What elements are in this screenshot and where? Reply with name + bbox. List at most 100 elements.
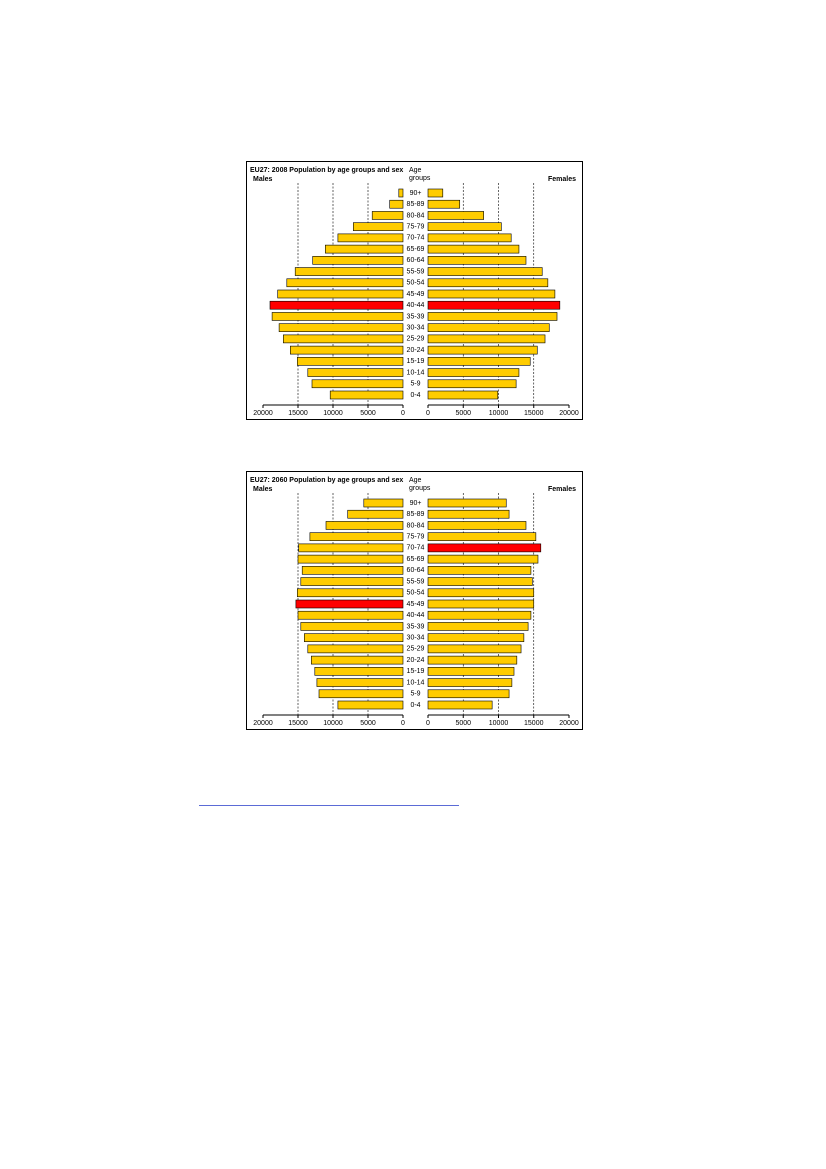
category-label: 35-39 (407, 623, 425, 630)
bar-female (427, 379, 517, 389)
bar-male (301, 566, 404, 575)
category-label: 5-9 (410, 691, 420, 698)
category-label: 20-24 (407, 657, 425, 664)
bar-male (289, 345, 404, 355)
category-label: 5-9 (410, 381, 420, 388)
bar-female (427, 345, 538, 355)
legend-males: Males (253, 176, 273, 183)
bar-female (427, 566, 532, 575)
bar-male (271, 312, 404, 321)
bar-male (398, 188, 404, 198)
category-label: 70-74 (407, 545, 425, 552)
legend-females: Females (548, 486, 576, 493)
bar-female (427, 667, 515, 676)
bar-male (277, 289, 404, 299)
x-tick-label: 10000 (489, 410, 509, 417)
x-tick-label: 10000 (489, 720, 509, 727)
bar-male (352, 222, 404, 231)
bar-male (316, 678, 404, 687)
chart-title: EU27: 2060 Population by age groups and … (250, 477, 403, 484)
category-label: 60-64 (407, 567, 425, 574)
bar-female (427, 509, 510, 519)
x-tick-label: 20000 (253, 720, 273, 727)
x-tick-label: 10000 (323, 410, 343, 417)
x-tick-label: 15000 (288, 410, 308, 417)
bar-female (427, 610, 532, 620)
bar-female (427, 521, 527, 530)
category-label: 40-44 (407, 612, 425, 619)
bar-male (307, 368, 404, 377)
category-label: 60-64 (407, 257, 425, 264)
category-label: 80-84 (407, 212, 425, 219)
bar-female (427, 244, 520, 254)
category-label: 80-84 (407, 522, 425, 529)
x-tick-label: 15000 (524, 410, 544, 417)
category-label: 0-4 (410, 702, 420, 709)
category-label: 85-89 (407, 201, 425, 208)
bar-male (298, 543, 404, 553)
bar-male (337, 700, 404, 710)
bar-female (427, 678, 513, 687)
bar-female (427, 334, 546, 344)
bar-male (269, 300, 404, 310)
bar-female (427, 599, 535, 609)
category-label: 70-74 (407, 235, 425, 242)
bar-male (278, 323, 404, 332)
x-tick-label: 5000 (360, 410, 376, 417)
bar-male (294, 267, 404, 276)
category-label: 65-69 (407, 556, 425, 563)
bar-male (297, 554, 404, 564)
bar-male (314, 667, 404, 676)
x-tick-label: 10000 (323, 720, 343, 727)
bar-male (307, 644, 404, 654)
category-label: 10-14 (407, 369, 425, 376)
bar-female (427, 655, 518, 665)
category-axis-label: Age groups (409, 477, 431, 492)
bar-male (296, 588, 404, 598)
chart-title: EU27: 2008 Population by age groups and … (250, 167, 403, 174)
bar-female (427, 633, 525, 642)
x-tick-label: 0 (426, 720, 430, 727)
category-label: 0-4 (410, 392, 420, 399)
bar-male (389, 199, 404, 209)
category-label: 10-14 (407, 679, 425, 686)
category-label: 35-39 (407, 313, 425, 320)
bar-female (427, 498, 507, 508)
legend-males: Males (253, 486, 273, 493)
bar-female (427, 211, 484, 220)
bar-female (427, 199, 461, 209)
category-label: 15-19 (407, 668, 425, 675)
bar-female (427, 588, 535, 598)
x-tick-label: 15000 (524, 720, 544, 727)
category-label: 65-69 (407, 246, 425, 253)
bar-male (296, 357, 404, 366)
x-tick-label: 0 (401, 720, 405, 727)
bar-male (309, 532, 404, 541)
x-tick-label: 20000 (559, 410, 579, 417)
category-label: 15-19 (407, 358, 425, 365)
category-axis-label: Age groups (409, 167, 431, 182)
bar-male (303, 633, 404, 642)
bar-male (347, 509, 404, 519)
x-tick-label: 5000 (455, 720, 471, 727)
x-tick-label: 20000 (559, 720, 579, 727)
bar-female (427, 323, 550, 332)
bar-male (337, 233, 404, 243)
bar-female (427, 368, 520, 377)
bar-female (427, 554, 539, 564)
bar-male (318, 689, 404, 699)
bar-female (427, 689, 510, 699)
x-tick-label: 0 (426, 410, 430, 417)
category-label: 45-49 (407, 291, 425, 298)
x-tick-label: 20000 (253, 410, 273, 417)
bar-male (297, 610, 404, 620)
bar-female (427, 233, 512, 243)
bar-female (427, 188, 444, 198)
bar-male (324, 244, 404, 254)
bar-female (427, 222, 502, 231)
bar-male (325, 521, 404, 530)
category-label: 55-59 (407, 268, 425, 275)
category-label: 75-79 (407, 534, 425, 541)
